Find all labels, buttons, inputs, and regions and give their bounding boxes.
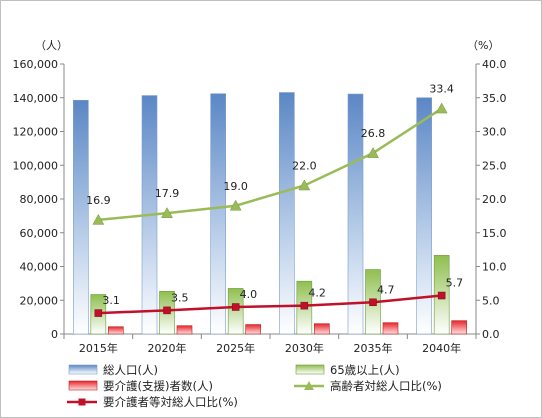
x-axis-tick-label: 2020年 [148, 341, 187, 355]
line-marker-triangle [435, 102, 448, 114]
x-axis-tick-label: 2040年 [422, 341, 461, 355]
line-marker-triangle [92, 213, 105, 225]
data-label: 19.0 [223, 180, 248, 193]
right-axis-tick-label: 30.0 [482, 126, 507, 139]
legend-label: 高齢者対総人口比(%) [330, 379, 442, 393]
right-axis-tick-label: 25.0 [482, 159, 507, 172]
series-line [98, 294, 442, 315]
bar [416, 97, 432, 335]
data-label: 4.0 [240, 288, 258, 301]
left-axis-unit: （人） [35, 39, 68, 52]
line-marker-square [369, 298, 377, 307]
left-axis-tick-label: 80,000 [20, 193, 59, 206]
line-marker-square [300, 301, 309, 310]
legend-swatch-marker [304, 381, 314, 390]
legend-label: 65歳以上(人) [330, 363, 400, 377]
data-label: 3.1 [102, 294, 120, 307]
right-axis-tick-label: 35.0 [482, 92, 507, 105]
bar [347, 93, 364, 335]
data-label: 4.7 [377, 283, 395, 296]
data-label: 33.4 [429, 83, 454, 96]
right-axis-tick-label: 40.0 [482, 58, 507, 71]
bar [382, 322, 399, 335]
legend-label: 要介護(支援)者数(人) [103, 379, 213, 393]
x-axis-tick-label: 2025年 [216, 341, 255, 355]
x-axis-tick-label: 2030年 [285, 341, 324, 355]
legend-label: 総人口(人) [103, 363, 158, 377]
line-marker-triangle [298, 179, 311, 191]
x-axis-tick-label: 2015年 [79, 341, 118, 355]
line-marker-square [437, 291, 446, 300]
right-axis-tick-label: 5.0 [482, 294, 500, 307]
data-label: 17.9 [155, 187, 180, 200]
bar [245, 324, 261, 335]
data-label: 3.5 [171, 291, 189, 304]
bar [210, 93, 226, 335]
data-label: 22.0 [292, 160, 317, 173]
legend-swatch [295, 364, 325, 375]
bar [176, 325, 193, 335]
legend-label: 要介護者等対総人口比(%) [103, 395, 238, 409]
bar [108, 326, 124, 335]
line-marker-square [163, 306, 171, 315]
right-axis-tick-label: 20.0 [482, 193, 507, 206]
series-line [98, 107, 443, 222]
line-marker-triangle [161, 207, 173, 218]
right-axis-tick-label: 10.0 [482, 261, 507, 274]
bar [73, 99, 89, 335]
left-axis-tick-label: 100,000 [13, 159, 59, 172]
left-axis-tick-label: 0 [51, 328, 58, 341]
legend-swatch-marker [78, 398, 86, 406]
bar [227, 288, 244, 335]
left-axis-tick-label: 20,000 [20, 294, 59, 307]
x-axis-tick-label: 2035年 [354, 341, 393, 355]
data-label: 26.8 [361, 127, 386, 140]
right-axis-unit: （%） [467, 39, 499, 52]
bar [279, 92, 295, 335]
line-marker-square [94, 309, 103, 317]
legend-swatch [68, 380, 98, 391]
left-axis-tick-label: 140,000 [13, 92, 59, 105]
data-label: 16.9 [86, 194, 111, 207]
line-marker-triangle [367, 147, 379, 158]
left-axis-tick-label: 160,000 [13, 58, 59, 71]
left-axis-tick-label: 40,000 [20, 261, 59, 274]
line-marker-triangle [229, 199, 242, 211]
bar [314, 323, 330, 335]
left-axis-tick-label: 120,000 [13, 126, 59, 139]
line-marker-square [231, 303, 240, 311]
legend-swatch [68, 364, 98, 375]
right-axis-tick-label: 15.0 [482, 227, 507, 240]
bar [451, 320, 467, 335]
data-label: 4.2 [308, 287, 326, 300]
right-axis-tick-label: 0.0 [482, 328, 500, 341]
left-axis-tick-label: 60,000 [20, 227, 59, 240]
data-label: 5.7 [446, 277, 464, 290]
